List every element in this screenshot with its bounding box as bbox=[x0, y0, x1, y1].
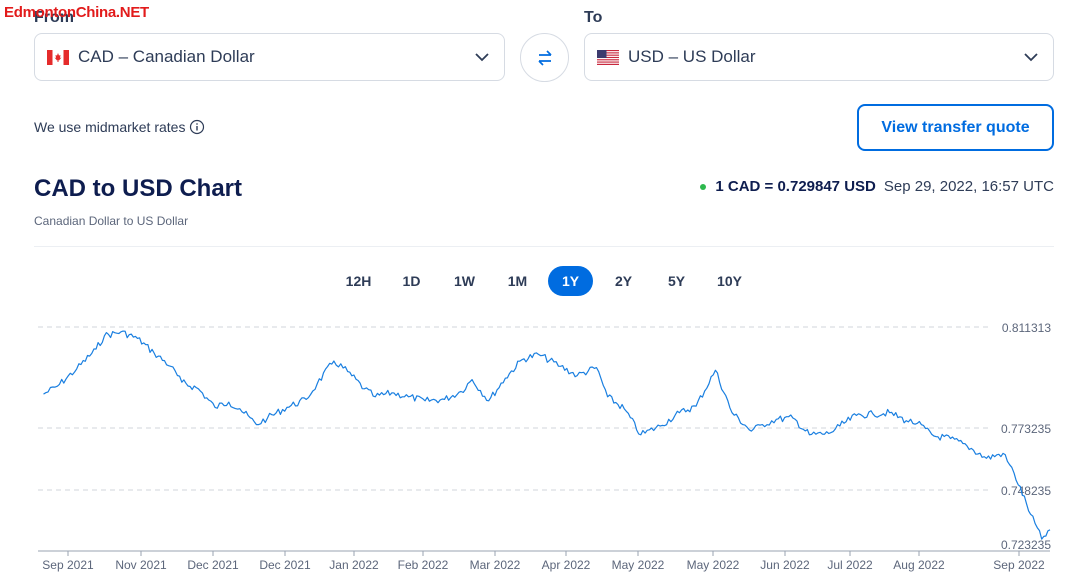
to-label: To bbox=[584, 9, 603, 26]
from-currency-select[interactable]: CAD – Canadian Dollar bbox=[34, 33, 505, 81]
rate-chart[interactable]: 0.811313 0.773235 0.748235 0.723235 Sep 2021… bbox=[0, 300, 1080, 577]
from-currency-value: CAD – Canadian Dollar bbox=[78, 47, 255, 66]
y-tick-label: 0.773235 bbox=[1001, 422, 1051, 436]
x-tick-label: Aug 2022 bbox=[893, 558, 945, 572]
rate-timestamp: Sep 29, 2022, 16:57 UTC bbox=[883, 178, 1054, 195]
y-tick-label: 0.748235 bbox=[1001, 484, 1051, 498]
chart-subtitle: Canadian Dollar to US Dollar bbox=[34, 214, 189, 228]
from-label: From bbox=[34, 9, 74, 26]
tab-1d[interactable]: 1D bbox=[402, 273, 421, 289]
x-tick-label: Apr 2022 bbox=[542, 558, 591, 572]
view-transfer-quote-button[interactable]: View transfer quote bbox=[857, 104, 1054, 151]
tab-10y[interactable]: 10Y bbox=[717, 273, 742, 289]
chevron-down-icon bbox=[475, 53, 489, 62]
series-line bbox=[43, 330, 1051, 540]
x-tick-label: Sep 2022 bbox=[993, 558, 1045, 572]
tab-1y[interactable]: 1Y bbox=[548, 266, 593, 296]
tab-12h[interactable]: 12H bbox=[345, 273, 372, 289]
x-tick-label: Jan 2022 bbox=[329, 558, 379, 572]
x-tick-label: May 2022 bbox=[612, 558, 665, 572]
watermark: EdmontonChina.NET bbox=[4, 4, 149, 21]
tab-1m[interactable]: 1M bbox=[507, 273, 528, 289]
x-tick-label: Jun 2022 bbox=[760, 558, 810, 572]
chart-title: CAD to USD Chart bbox=[34, 175, 242, 202]
y-tick-label: 0.723235 bbox=[1001, 538, 1051, 552]
to-currency-value: USD – US Dollar bbox=[628, 47, 756, 66]
swap-arrows-icon bbox=[537, 49, 552, 66]
tab-1w[interactable]: 1W bbox=[454, 273, 475, 289]
tab-5y[interactable]: 5Y bbox=[667, 273, 686, 289]
midmarket-text: We use midmarket rates bbox=[34, 119, 186, 135]
us-flag-icon bbox=[597, 49, 619, 65]
x-tick-label: Feb 2022 bbox=[398, 558, 449, 572]
x-tick-label: Jul 2022 bbox=[827, 558, 873, 572]
x-tick-label: Sep 2021 bbox=[42, 558, 94, 572]
time-range-tabs: 12H 1D 1W 1M 1Y 2Y 5Y 10Y bbox=[336, 266, 752, 296]
y-tick-label: 0.811313 bbox=[1002, 321, 1051, 335]
current-rate: 1 CAD = 0.729847 USD Sep 29, 2022, 16:57… bbox=[700, 178, 1054, 195]
tab-2y[interactable]: 2Y bbox=[614, 273, 633, 289]
midmarket-note: We use midmarket rates bbox=[34, 119, 205, 135]
info-icon[interactable] bbox=[189, 119, 205, 135]
live-status-dot bbox=[700, 183, 707, 190]
x-tick-label: Dec 2021 bbox=[187, 558, 239, 572]
x-tick-label: May 2022 bbox=[687, 558, 740, 572]
chevron-down-icon bbox=[1024, 53, 1038, 62]
swap-currencies-button[interactable] bbox=[520, 33, 569, 82]
to-currency-select[interactable]: USD – US Dollar bbox=[584, 33, 1054, 81]
canada-flag-icon bbox=[47, 49, 69, 65]
x-tick-label: Dec 2021 bbox=[259, 558, 311, 572]
x-tick-label: Nov 2021 bbox=[115, 558, 167, 572]
rate-value: 1 CAD = 0.729847 USD bbox=[715, 178, 876, 195]
divider bbox=[34, 246, 1054, 247]
x-tick-label: Mar 2022 bbox=[470, 558, 521, 572]
